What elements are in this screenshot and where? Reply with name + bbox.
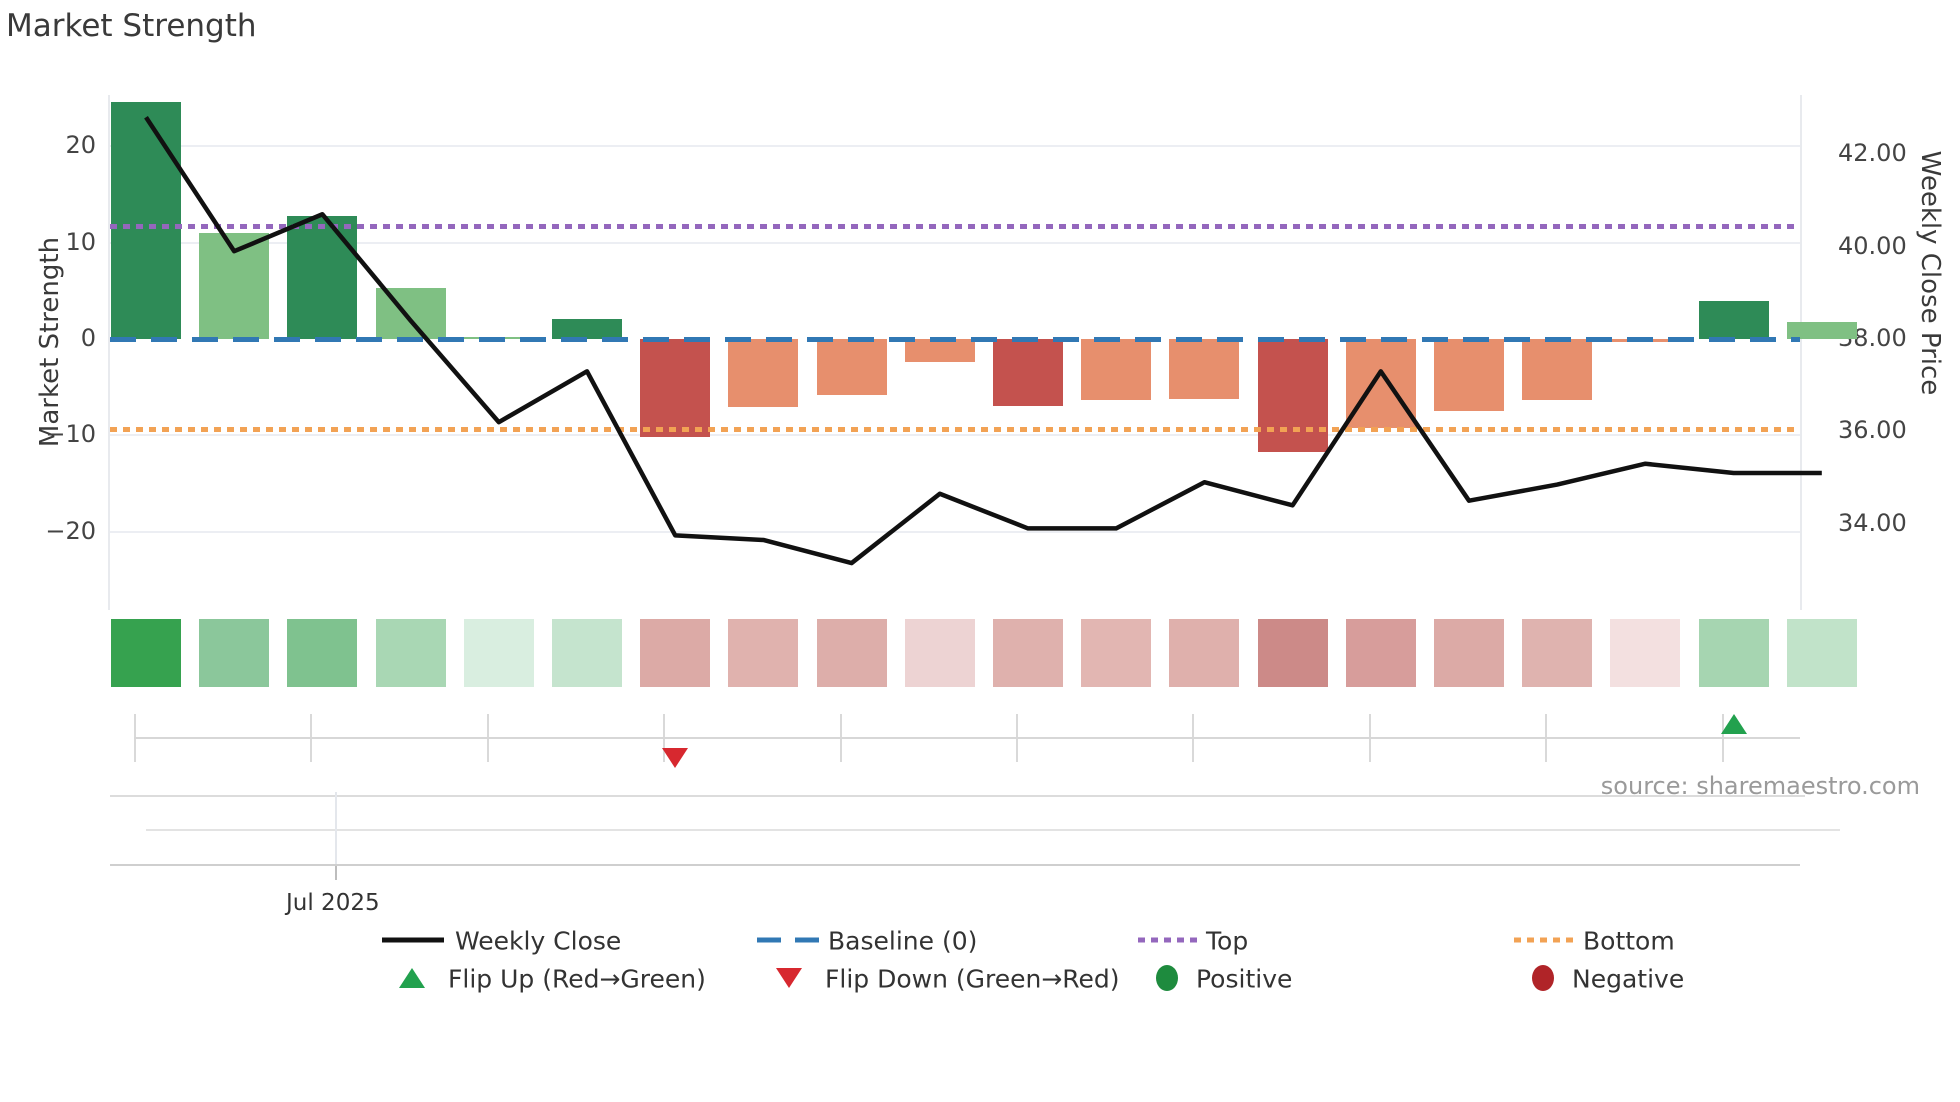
heatmap-cell[interactable]	[463, 619, 534, 687]
legend-item-flip-up[interactable]: Flip Up (Red→Green)	[448, 964, 706, 994]
strength-bar[interactable]	[1257, 339, 1328, 452]
left-axis-tick: −10	[45, 420, 96, 449]
left-axis-tick: 20	[65, 131, 96, 160]
top-threshold-line	[110, 224, 1800, 230]
strength-bar[interactable]	[375, 287, 446, 339]
flip-up-legend-icon	[399, 968, 425, 988]
h-gridline	[110, 530, 1800, 533]
heatmap-cell[interactable]	[552, 619, 622, 687]
legend-item-positive[interactable]: Positive	[1196, 964, 1293, 994]
left-axis-tick: 10	[65, 227, 96, 256]
heatmap-cell[interactable]	[375, 619, 446, 687]
range-rail-lower[interactable]	[146, 829, 1840, 831]
legend-item-bottom[interactable]: Bottom	[1583, 926, 1675, 956]
strength-bar[interactable]	[1345, 339, 1416, 428]
strength-bar[interactable]	[1081, 339, 1152, 400]
flip-down-legend-icon	[776, 968, 802, 988]
right-axis-tick: 42.00	[1838, 139, 1907, 168]
h-gridline	[110, 145, 1800, 148]
left-axis-tick: 0	[80, 324, 96, 352]
strength-bar[interactable]	[904, 339, 975, 363]
jul-gridline	[335, 792, 337, 865]
jul-tick	[335, 866, 337, 880]
bottom-threshold-line	[110, 426, 1800, 432]
range-rail-upper[interactable]	[110, 795, 1805, 797]
weekly-close-line[interactable]	[144, 116, 1822, 566]
strength-bar[interactable]	[552, 318, 622, 339]
strength-bar[interactable]	[1786, 321, 1857, 339]
heatmap-cell[interactable]	[287, 619, 358, 687]
legend-swatch-weekly-close	[382, 937, 444, 943]
strength-bar[interactable]	[816, 339, 887, 395]
heatmap-cell[interactable]	[1169, 619, 1240, 687]
heatmap-cell[interactable]	[1698, 619, 1769, 687]
strength-bar[interactable]	[1434, 339, 1504, 412]
heatmap-cell[interactable]	[111, 619, 181, 687]
positive-legend-icon	[1156, 965, 1178, 991]
right-axis-tick: 34.00	[1838, 508, 1907, 537]
h-gridline	[110, 434, 1800, 437]
page-title: Market Strength	[6, 8, 257, 44]
legend-item-top[interactable]: Top	[1206, 926, 1249, 956]
right-axis-spine	[1800, 95, 1802, 610]
legend-swatch-bottom	[1514, 937, 1574, 943]
strength-bar[interactable]	[728, 339, 799, 408]
heatmap-cell[interactable]	[1434, 619, 1504, 687]
heatmap-cell[interactable]	[1081, 619, 1152, 687]
heatmap-cell[interactable]	[1786, 619, 1857, 687]
strength-bar[interactable]	[287, 215, 358, 339]
heatmap-cell[interactable]	[728, 619, 799, 687]
legend-item-flip-down[interactable]: Flip Down (Green→Red)	[825, 964, 1120, 994]
heatmap-cell[interactable]	[1257, 619, 1328, 687]
strength-bar[interactable]	[993, 339, 1063, 406]
strength-bar[interactable]	[1698, 301, 1769, 339]
heatmap-cell[interactable]	[993, 619, 1063, 687]
left-axis-tick: −20	[45, 516, 96, 545]
h-gridline	[110, 241, 1800, 244]
legend-item-baseline[interactable]: Baseline (0)	[828, 926, 978, 956]
negative-legend-icon	[1532, 965, 1554, 991]
heatmap-cell[interactable]	[199, 619, 270, 687]
source-credit: source: sharemaestro.com	[1600, 772, 1920, 800]
strength-bar[interactable]	[111, 101, 181, 339]
baseline-zero-line	[110, 337, 1800, 342]
legend-swatch-top	[1138, 937, 1198, 943]
strength-bar[interactable]	[1522, 339, 1593, 400]
heatmap-cell[interactable]	[816, 619, 887, 687]
heatmap-cell[interactable]	[640, 619, 711, 687]
x-tick-label: Jul 2025	[286, 890, 380, 916]
left-axis-spine	[108, 95, 110, 610]
flip-down-marker[interactable]	[662, 748, 689, 768]
strength-bar[interactable]	[1169, 339, 1240, 399]
heatmap-cell[interactable]	[1610, 619, 1681, 687]
legend-item-negative[interactable]: Negative	[1572, 964, 1685, 994]
right-axis-tick: 36.00	[1838, 416, 1907, 445]
strength-bar[interactable]	[640, 339, 711, 438]
heatmap-cell[interactable]	[1522, 619, 1593, 687]
legend-item-weekly-close[interactable]: Weekly Close	[455, 926, 622, 956]
x-axis-line	[110, 864, 1800, 866]
right-axis-tick: 40.00	[1838, 231, 1907, 260]
flip-up-marker[interactable]	[1720, 714, 1747, 734]
heatmap-cell[interactable]	[1345, 619, 1416, 687]
legend-swatch-baseline	[757, 937, 819, 943]
heatmap-cell[interactable]	[904, 619, 975, 687]
marker-track-line	[134, 737, 1800, 739]
